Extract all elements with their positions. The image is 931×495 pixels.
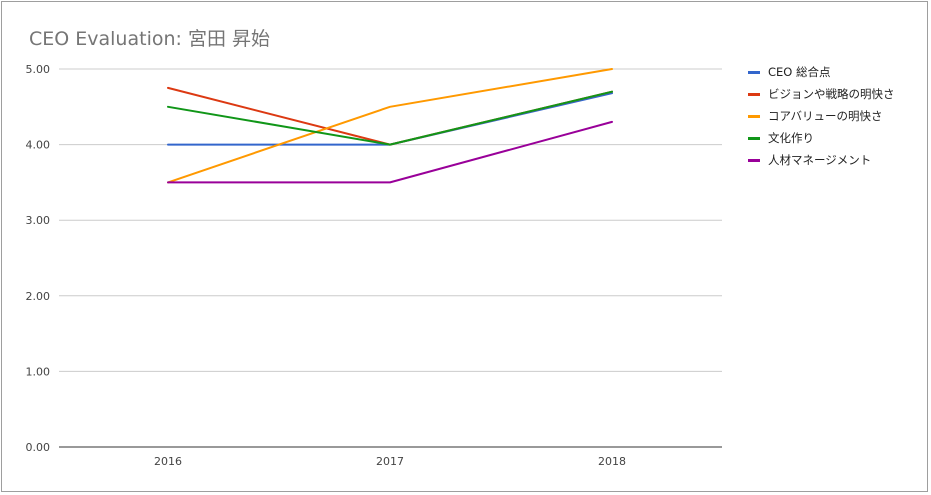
legend-swatch: [748, 136, 760, 140]
series-lines: [167, 68, 613, 184]
y-tick-label: 3.00: [26, 214, 51, 227]
legend-item: 人材マネージメント: [748, 149, 895, 171]
series-line-5: [167, 120, 613, 184]
legend-item: 文化作り: [748, 127, 895, 149]
legend-swatch: [748, 158, 760, 162]
y-tick-label: 4.00: [26, 139, 51, 152]
legend-item: CEO 総合点: [748, 61, 895, 83]
legend-item: ビジョンや戦略の明快さ: [748, 83, 895, 105]
legend-item: コアバリューの明快さ: [748, 105, 895, 127]
x-tick-label: 2016: [154, 455, 182, 468]
y-tick-label: 0.00: [26, 441, 51, 454]
y-tick-label: 1.00: [26, 365, 51, 378]
legend-swatch: [748, 92, 760, 96]
series-line-2: [167, 86, 613, 146]
y-tick-label: 2.00: [26, 290, 51, 303]
series-line-4: [167, 90, 613, 146]
legend-label: CEO 総合点: [768, 65, 831, 79]
legend-label: コアバリューの明快さ: [768, 109, 883, 123]
legend-swatch: [748, 114, 760, 118]
legend-label: ビジョンや戦略の明快さ: [768, 87, 895, 101]
legend: CEO 総合点ビジョンや戦略の明快さ コアバリューの明快さ 文化作り人材マネージメン…: [748, 61, 895, 171]
legend-label: 文化作り: [768, 131, 814, 145]
x-axis-tick-labels: 2016 2017 2018: [154, 455, 626, 468]
legend-swatch: [748, 70, 760, 74]
y-axis-tick-labels: 0.00 1.00 2.00 3.00 4.00 5.00: [26, 63, 51, 454]
x-tick-label: 2017: [376, 455, 404, 468]
gridlines: [59, 68, 722, 372]
series-line-3: [167, 68, 613, 184]
y-tick-label: 5.00: [26, 63, 51, 76]
chart-title: CEO Evaluation: 宮田 昇始: [29, 28, 270, 50]
legend-label: 人材マネージメント: [768, 153, 872, 167]
x-tick-label: 2018: [598, 455, 626, 468]
